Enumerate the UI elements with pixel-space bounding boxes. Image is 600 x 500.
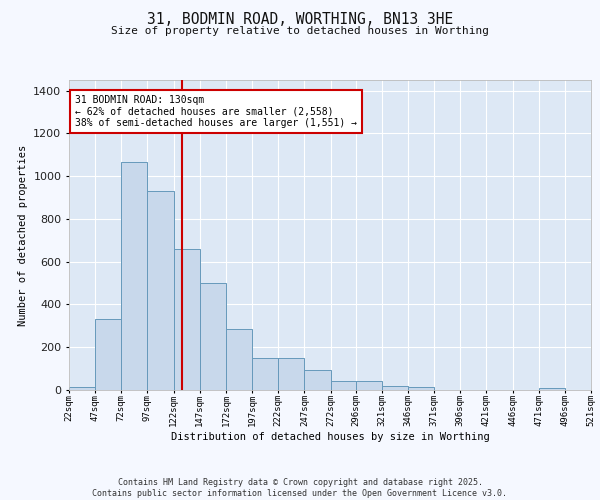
Bar: [226, 329, 252, 390]
Y-axis label: Number of detached properties: Number of detached properties: [17, 144, 28, 326]
Text: Contains HM Land Registry data © Crown copyright and database right 2025.
Contai: Contains HM Land Registry data © Crown c…: [92, 478, 508, 498]
Bar: [69, 387, 95, 390]
Bar: [408, 388, 434, 390]
Text: 31, BODMIN ROAD, WORTHING, BN13 3HE: 31, BODMIN ROAD, WORTHING, BN13 3HE: [147, 12, 453, 28]
Bar: [539, 388, 565, 390]
Bar: [200, 283, 226, 390]
Text: Size of property relative to detached houses in Worthing: Size of property relative to detached ho…: [111, 26, 489, 36]
Bar: [121, 162, 148, 390]
Bar: [173, 249, 200, 390]
Bar: [382, 386, 408, 390]
Bar: [95, 320, 121, 390]
X-axis label: Distribution of detached houses by size in Worthing: Distribution of detached houses by size …: [170, 432, 490, 442]
Bar: [356, 381, 382, 390]
Bar: [148, 191, 173, 390]
Bar: [252, 358, 278, 390]
Bar: [304, 370, 331, 390]
Text: 31 BODMIN ROAD: 130sqm
← 62% of detached houses are smaller (2,558)
38% of semi-: 31 BODMIN ROAD: 130sqm ← 62% of detached…: [75, 95, 357, 128]
Bar: [331, 381, 356, 390]
Bar: [278, 358, 304, 390]
